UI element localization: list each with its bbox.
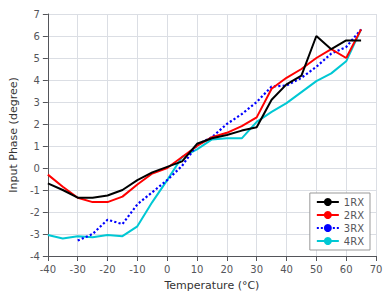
svg-text:30: 30	[250, 264, 263, 275]
svg-text:60: 60	[340, 264, 353, 275]
svg-text:Temperature (°C): Temperature (°C)	[163, 279, 259, 292]
svg-text:6: 6	[33, 31, 39, 42]
svg-text:1: 1	[33, 141, 39, 152]
svg-text:50: 50	[310, 264, 323, 275]
svg-text:-30: -30	[70, 264, 86, 275]
svg-text:0: 0	[33, 163, 39, 174]
svg-text:-10: -10	[129, 264, 145, 275]
svg-text:1RX: 1RX	[344, 197, 364, 208]
svg-text:5: 5	[33, 53, 39, 64]
svg-text:-3: -3	[30, 229, 40, 240]
svg-text:40: 40	[280, 264, 293, 275]
svg-text:7: 7	[33, 9, 39, 20]
svg-text:-2: -2	[30, 207, 40, 218]
svg-text:3: 3	[33, 97, 39, 108]
svg-text:0: 0	[164, 264, 170, 275]
svg-text:4: 4	[33, 75, 39, 86]
svg-text:-20: -20	[99, 264, 115, 275]
svg-text:-4: -4	[30, 251, 40, 262]
svg-text:Input Phase (degree): Input Phase (degree)	[7, 77, 20, 192]
svg-text:2: 2	[33, 119, 39, 130]
svg-text:70: 70	[370, 264, 383, 275]
svg-text:-1: -1	[30, 185, 40, 196]
svg-text:2RX: 2RX	[344, 210, 364, 221]
svg-text:20: 20	[220, 264, 233, 275]
svg-text:10: 10	[191, 264, 204, 275]
svg-text:-40: -40	[40, 264, 56, 275]
svg-text:3RX: 3RX	[344, 223, 364, 234]
svg-text:4RX: 4RX	[344, 236, 364, 247]
